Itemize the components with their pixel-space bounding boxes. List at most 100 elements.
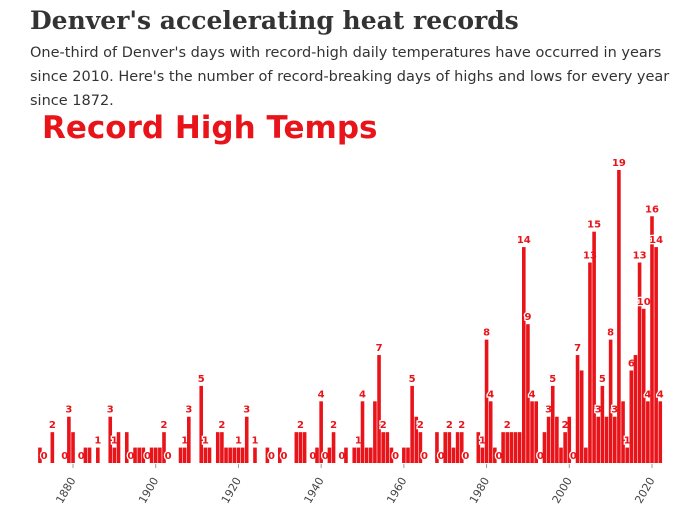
- bar: [546, 416, 551, 463]
- x-tick-label: 1900: [136, 475, 161, 506]
- bar: [592, 231, 596, 463]
- bar: [112, 447, 117, 463]
- value-label: 0: [78, 451, 85, 462]
- value-label: 3: [243, 405, 250, 416]
- value-label: 1: [479, 436, 486, 447]
- value-label: 2: [562, 420, 569, 431]
- value-label: 0: [127, 451, 134, 462]
- bar: [96, 447, 100, 463]
- value-label: 4: [644, 389, 651, 400]
- bar: [265, 447, 270, 463]
- bar: [505, 432, 510, 463]
- value-label: 0: [462, 451, 469, 462]
- value-label: 14: [517, 235, 531, 246]
- bar: [389, 447, 394, 463]
- value-label: 2: [380, 420, 387, 431]
- value-label: 1: [202, 436, 209, 447]
- bar: [381, 432, 385, 463]
- bar: [38, 447, 42, 463]
- value-label: 9: [524, 312, 531, 323]
- bar: [608, 339, 613, 463]
- bar: [555, 416, 559, 463]
- bar: [344, 447, 348, 463]
- bar: [658, 401, 663, 463]
- value-label: 1: [624, 436, 631, 447]
- bar: [542, 432, 547, 463]
- value-label: 3: [545, 405, 552, 416]
- bar: [584, 447, 588, 463]
- bar: [654, 247, 658, 463]
- value-label: 1: [235, 436, 242, 447]
- value-label: 4: [487, 389, 494, 400]
- value-label: 10: [637, 297, 651, 308]
- value-label: 0: [338, 451, 345, 462]
- value-label: 5: [198, 374, 205, 385]
- value-label: 0: [322, 451, 329, 462]
- value-label: 0: [537, 451, 544, 462]
- bar: [455, 432, 460, 463]
- header: Denver's accelerating heat records One-t…: [30, 6, 680, 113]
- value-label: 3: [595, 405, 602, 416]
- value-label: 8: [607, 328, 614, 339]
- bar: [604, 416, 609, 463]
- bar: [331, 432, 336, 463]
- bar: [158, 447, 162, 463]
- value-label: 0: [421, 451, 428, 462]
- value-label: 1: [251, 436, 258, 447]
- bar: [149, 447, 154, 463]
- bar: [294, 432, 299, 463]
- bar: [199, 385, 204, 463]
- bar: [414, 416, 419, 463]
- value-label: 2: [504, 420, 511, 431]
- value-label: 2: [446, 420, 453, 431]
- value-label: 0: [570, 451, 577, 462]
- x-tick-label: 1920: [219, 475, 244, 506]
- value-label: 7: [376, 343, 383, 354]
- bar: [327, 447, 332, 463]
- bar: [402, 447, 406, 463]
- bar: [153, 447, 158, 463]
- bar: [377, 355, 381, 463]
- value-label: 3: [185, 405, 192, 416]
- x-tick-label: 1960: [384, 475, 409, 506]
- bar: [567, 416, 572, 463]
- bar: [612, 416, 617, 463]
- value-label: 0: [495, 451, 502, 462]
- value-label: 3: [611, 405, 618, 416]
- bar: [534, 401, 538, 463]
- bar: [633, 355, 638, 463]
- bar: [406, 447, 410, 463]
- value-label: 0: [268, 451, 275, 462]
- value-label: 0: [309, 451, 316, 462]
- bar: [356, 447, 361, 463]
- value-label: 2: [458, 420, 465, 431]
- bar: [447, 432, 452, 463]
- bar: [253, 447, 257, 463]
- bar: [277, 447, 282, 463]
- bar: [588, 262, 592, 463]
- value-label: 8: [483, 328, 490, 339]
- bar: [244, 416, 249, 463]
- chart-title: Record High Temps: [42, 110, 377, 146]
- value-label: 4: [318, 389, 325, 400]
- bar: [526, 324, 530, 463]
- bar: [352, 447, 357, 463]
- value-label: 2: [417, 420, 424, 431]
- bar: [232, 447, 237, 463]
- x-tick-label: 1940: [301, 475, 326, 506]
- value-label: 13: [633, 251, 647, 262]
- value-label: 0: [61, 451, 68, 462]
- value-label: 5: [549, 374, 556, 385]
- bar: [550, 385, 555, 463]
- bar: [476, 432, 481, 463]
- subtitle: One-third of Denver's days with record-h…: [30, 45, 670, 109]
- x-tick-label: 2000: [550, 475, 575, 506]
- value-label: 6: [628, 358, 635, 369]
- value-label: 2: [161, 420, 168, 431]
- value-label: 19: [612, 158, 626, 169]
- bar: [513, 432, 518, 463]
- bar: [187, 416, 191, 463]
- bar: [575, 355, 580, 463]
